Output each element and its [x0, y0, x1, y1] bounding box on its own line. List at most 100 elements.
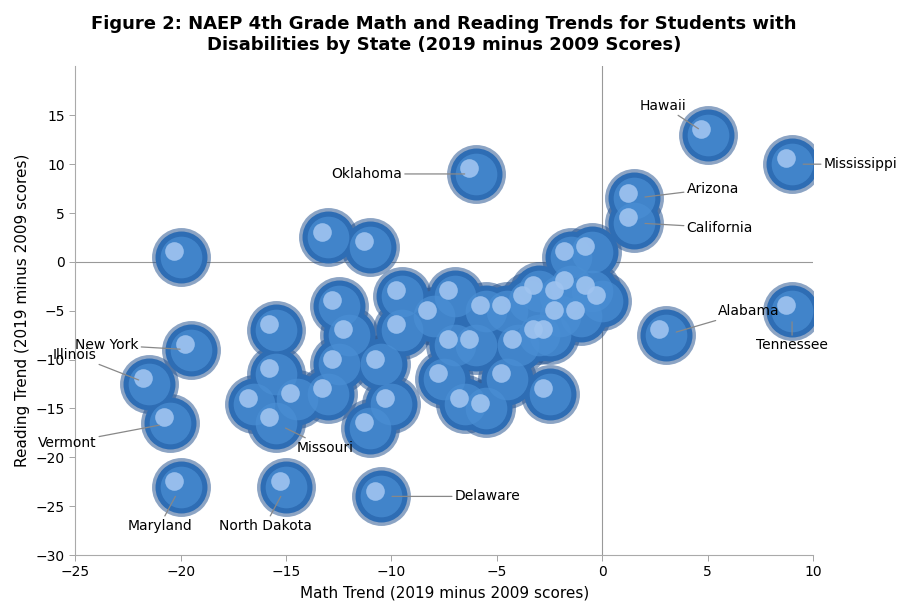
Point [472, 398, 486, 408]
Point [552, 311, 567, 320]
Point [521, 296, 536, 306]
Point [184, 345, 199, 355]
Point [268, 325, 282, 335]
Point [493, 368, 507, 378]
Point [394, 291, 409, 301]
Point [167, 476, 181, 486]
Point [173, 252, 188, 262]
Point [578, 280, 592, 290]
X-axis label: Math Trend (2019 minus 2009 scores): Math Trend (2019 minus 2009 scores) [299, 585, 589, 600]
Point [247, 399, 261, 408]
Point [247, 399, 261, 408]
Text: Arizona: Arizona [644, 181, 738, 197]
Point [363, 423, 377, 433]
Point [462, 163, 476, 173]
Point [478, 306, 493, 315]
Point [457, 399, 472, 408]
Point [447, 291, 462, 301]
Point [546, 285, 560, 295]
Point [163, 418, 178, 428]
Point [173, 482, 188, 491]
Point [478, 403, 493, 413]
Point [584, 247, 599, 257]
Point [563, 282, 578, 292]
Point [279, 482, 293, 491]
Point [783, 159, 798, 169]
Point [700, 130, 714, 140]
Point [626, 218, 640, 228]
Point [468, 340, 483, 350]
Point [462, 334, 476, 344]
Point [594, 296, 609, 306]
Point [531, 287, 546, 296]
Point [363, 423, 377, 433]
Point [325, 295, 340, 305]
Point [531, 330, 546, 340]
Point [247, 399, 261, 408]
Point [425, 311, 440, 320]
Text: Hawaii: Hawaii [640, 98, 698, 129]
Point [468, 169, 483, 179]
Text: California: California [644, 221, 752, 235]
Point [289, 394, 303, 403]
Point [279, 482, 293, 491]
Point [261, 363, 276, 373]
Point [184, 345, 199, 355]
Point [573, 311, 588, 320]
Point [552, 311, 567, 320]
Point [268, 418, 282, 428]
Point [573, 311, 588, 320]
Point [141, 379, 156, 389]
Title: Figure 2: NAEP 4th Grade Math and Reading Trends for Students with
Disabilities : Figure 2: NAEP 4th Grade Math and Readin… [91, 15, 796, 54]
Point [783, 306, 798, 315]
Point [173, 252, 188, 262]
Point [436, 374, 451, 384]
Point [542, 330, 557, 340]
Point [478, 403, 493, 413]
Point [342, 330, 356, 340]
Point [468, 340, 483, 350]
Point [468, 340, 483, 350]
Point [268, 370, 282, 379]
Point [388, 320, 403, 330]
Point [141, 379, 156, 389]
Point [658, 330, 672, 340]
Point [778, 153, 793, 163]
Point [542, 330, 557, 340]
Point [457, 399, 472, 408]
Point [374, 360, 388, 370]
Point [178, 339, 192, 349]
Point [356, 417, 371, 427]
Point [778, 300, 793, 310]
Point [321, 389, 335, 399]
Text: Missouri: Missouri [285, 428, 353, 454]
Point [510, 340, 525, 350]
Point [658, 330, 672, 340]
Point [588, 290, 602, 300]
Point [594, 296, 609, 306]
Point [521, 296, 536, 306]
Point [531, 330, 546, 340]
Point [394, 325, 409, 335]
Point [563, 282, 578, 292]
Point [478, 306, 493, 315]
Point [478, 403, 493, 413]
Point [314, 383, 329, 393]
Point [447, 291, 462, 301]
Point [783, 159, 798, 169]
Point [468, 169, 483, 179]
Point [394, 291, 409, 301]
Point [356, 236, 371, 246]
Point [173, 482, 188, 491]
Point [536, 383, 550, 393]
Point [377, 393, 392, 403]
Y-axis label: Reading Trend (2019 minus 2009 scores): Reading Trend (2019 minus 2009 scores) [15, 154, 30, 467]
Point [163, 418, 178, 428]
Point [331, 301, 345, 311]
Point [552, 291, 567, 301]
Point [325, 354, 340, 363]
Point [584, 247, 599, 257]
Point [499, 306, 514, 315]
Point [157, 412, 171, 422]
Text: Oklahoma: Oklahoma [331, 167, 465, 181]
